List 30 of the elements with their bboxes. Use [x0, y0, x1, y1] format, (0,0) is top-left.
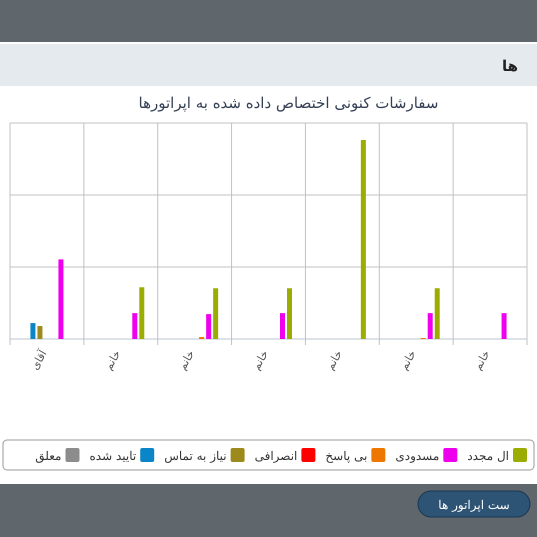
x-tick-label: آقای [27, 346, 50, 372]
x-tick-label: خانم [471, 348, 493, 372]
bar [502, 313, 507, 339]
bar [58, 259, 64, 339]
x-tick-label: خانم [102, 348, 124, 372]
legend-label: مسدودی [395, 449, 440, 463]
bar [30, 323, 36, 339]
x-tick-label: خانم [397, 348, 419, 372]
legend-label: بی پاسخ [325, 449, 368, 463]
bar [280, 313, 285, 339]
x-tick-label: خانم [176, 348, 198, 372]
legend-label: تایید شده [89, 449, 136, 463]
chart-title: سفارشات کنونی اختصاص داده شده به اپراتورها [138, 94, 438, 112]
bar [287, 288, 292, 339]
text: ها [502, 57, 518, 75]
legend-label: ال مجدد [467, 449, 509, 463]
bar [428, 313, 433, 339]
bar [360, 140, 366, 339]
bar [132, 313, 138, 339]
x-tick-label: خانم [323, 348, 345, 372]
text: ست اپراتور ها [438, 498, 510, 512]
legend-label: معلق [35, 449, 62, 463]
bar [206, 314, 212, 339]
bar [213, 288, 218, 339]
bar [37, 326, 42, 339]
x-tick-label: خانم [250, 348, 272, 372]
legend-label: نیاز به تماس [164, 449, 227, 463]
legend-label: انصرافی [254, 449, 298, 463]
bar [434, 288, 440, 339]
bar [139, 287, 144, 339]
